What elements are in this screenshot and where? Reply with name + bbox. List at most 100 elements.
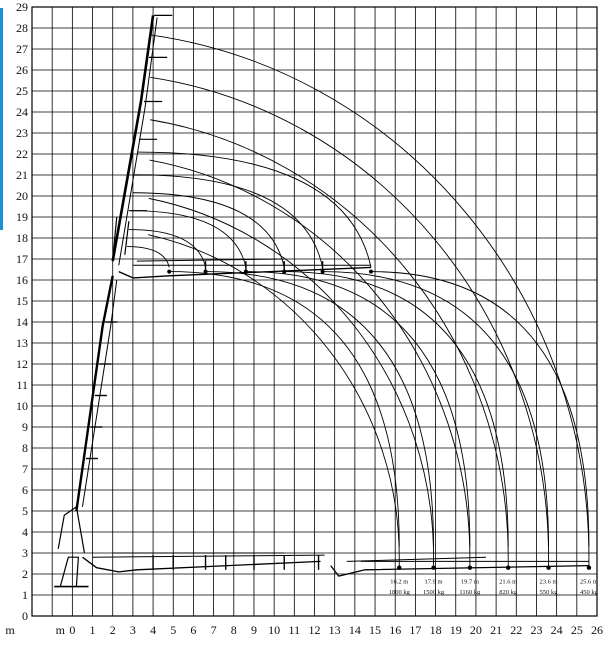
x-tick-label: 11 [289, 623, 301, 637]
capacity-reach-label: 23.6 m [540, 578, 558, 585]
y-tick-label: 11 [16, 378, 28, 392]
grid [31, 6, 598, 617]
x-tick-label: 16 [389, 623, 401, 637]
capacity-load-label: 1800 kg [389, 589, 411, 596]
y-tick-label: 16 [16, 273, 28, 287]
capacity-load-label: 450 kg [580, 589, 599, 596]
capacity-labels: 16.2 m 1800 kg 17.9 m 1500 kg 19.7 m 1160 kg 2… [389, 578, 599, 596]
x-tick-label: 4 [150, 623, 156, 637]
y-tick-label: 19 [16, 210, 28, 224]
capacity-load-label: 1160 kg [459, 589, 481, 596]
y-tick-label: 17 [16, 252, 28, 266]
inner-reach-arc [134, 174, 324, 268]
x-tick-label: 21 [490, 623, 502, 637]
extended-ground-boom [330, 564, 589, 577]
x-tick-label: 22 [510, 623, 522, 637]
x-tick-label: 12 [309, 623, 321, 637]
upper-boom-ram [112, 216, 118, 260]
y-tick-label: 23 [16, 126, 28, 140]
x-tick-label: 13 [329, 623, 341, 637]
x-tick-label: 5 [170, 623, 176, 637]
x-unit-label: m [56, 623, 66, 637]
upper-boom [111, 15, 155, 262]
x-tick-label: 10 [268, 623, 280, 637]
y-tick-label: 22 [16, 147, 28, 161]
capacity-reach-label: 25.6 m [580, 578, 598, 585]
reach-end-dot [431, 565, 436, 570]
capacity-reach-label: 17.9 m [425, 578, 443, 585]
y-tick-label: 1 [22, 588, 28, 602]
y-tick-label: 5 [22, 504, 28, 518]
y-tick-label: 8 [22, 441, 28, 455]
capacity-reach-label: 21.6 m [499, 578, 517, 585]
reach-arcs [127, 34, 592, 570]
y-tick-label: 27 [16, 42, 28, 56]
upper-boom-ram [124, 221, 130, 255]
inner-reach-arc [127, 246, 170, 268]
x-tick-label: 17 [409, 623, 421, 637]
y-tick-label: 3 [22, 546, 28, 560]
accent-bar [0, 8, 3, 230]
y-tick-label: 0 [22, 609, 28, 623]
main-boom [75, 275, 114, 512]
y-tick-label: 18 [16, 231, 28, 245]
descent-arc [370, 271, 590, 547]
descent-arc [245, 271, 471, 547]
x-tick-label: 19 [450, 623, 462, 637]
descent-arc [322, 271, 550, 547]
y-tick-label: 10 [16, 399, 28, 413]
capacity-load-label: 1500 kg [423, 589, 445, 596]
x-tick-label: 18 [430, 623, 442, 637]
crane-base [59, 556, 80, 587]
y-tick-label: 4 [22, 525, 28, 539]
x-tick-label: 2 [110, 623, 116, 637]
y-tick-label: 29 [16, 0, 28, 14]
x-tick-label: 9 [251, 623, 257, 637]
y-tick-label: 13 [16, 336, 28, 350]
x-tick-label: 0 [69, 623, 75, 637]
x-tick-label: 25 [571, 623, 583, 637]
x-tick-label: 26 [591, 623, 603, 637]
descent-arc [169, 271, 400, 547]
axis-labels: 0123456789101112131415161718192021222324… [5, 0, 603, 637]
y-tick-label: 26 [16, 63, 28, 77]
y-tick-label: 14 [16, 315, 28, 329]
outer-reach-arc [148, 234, 400, 558]
inner-reach-arc [130, 210, 247, 268]
crane-outlines [54, 14, 589, 588]
y-tick-label: 24 [16, 105, 28, 119]
inner-reach-arc [132, 192, 285, 268]
upper-horizontal-boom [118, 266, 372, 279]
crane-column [57, 506, 86, 554]
ground-boom-edge [92, 554, 325, 558]
y-tick-label: 28 [16, 21, 28, 35]
y-tick-label: 12 [16, 357, 28, 371]
reach-end-dot [586, 565, 592, 570]
outer-reach-arc [150, 76, 550, 558]
upper-horizontal-boom-edge [136, 258, 285, 262]
x-tick-label: 24 [551, 623, 563, 637]
inner-reach-arc [137, 151, 372, 268]
capacity-load-label: 550 kg [540, 589, 559, 596]
x-tick-label: 20 [470, 623, 482, 637]
y-tick-label: 7 [22, 462, 28, 476]
outer-reach-arc [150, 119, 509, 558]
outer-reach-arc [150, 34, 590, 558]
y-tick-label: 20 [16, 189, 28, 203]
y-tick-label: 2 [22, 567, 28, 581]
y-tick-label: 15 [16, 294, 28, 308]
main-boom-edge [81, 279, 118, 507]
x-tick-label: m [5, 623, 15, 637]
y-tick-label: 6 [22, 483, 28, 497]
x-tick-label: 8 [231, 623, 237, 637]
outer-reach-arc [149, 159, 471, 558]
descent-arc [205, 271, 435, 547]
upper-boom-edge [118, 17, 158, 266]
extended-ground-boom-edge [346, 556, 487, 562]
x-tick-label: 23 [530, 623, 542, 637]
capacity-reach-label: 19.7 m [461, 578, 479, 585]
x-tick-label: 1 [90, 623, 96, 637]
y-tick-label: 9 [22, 420, 28, 434]
